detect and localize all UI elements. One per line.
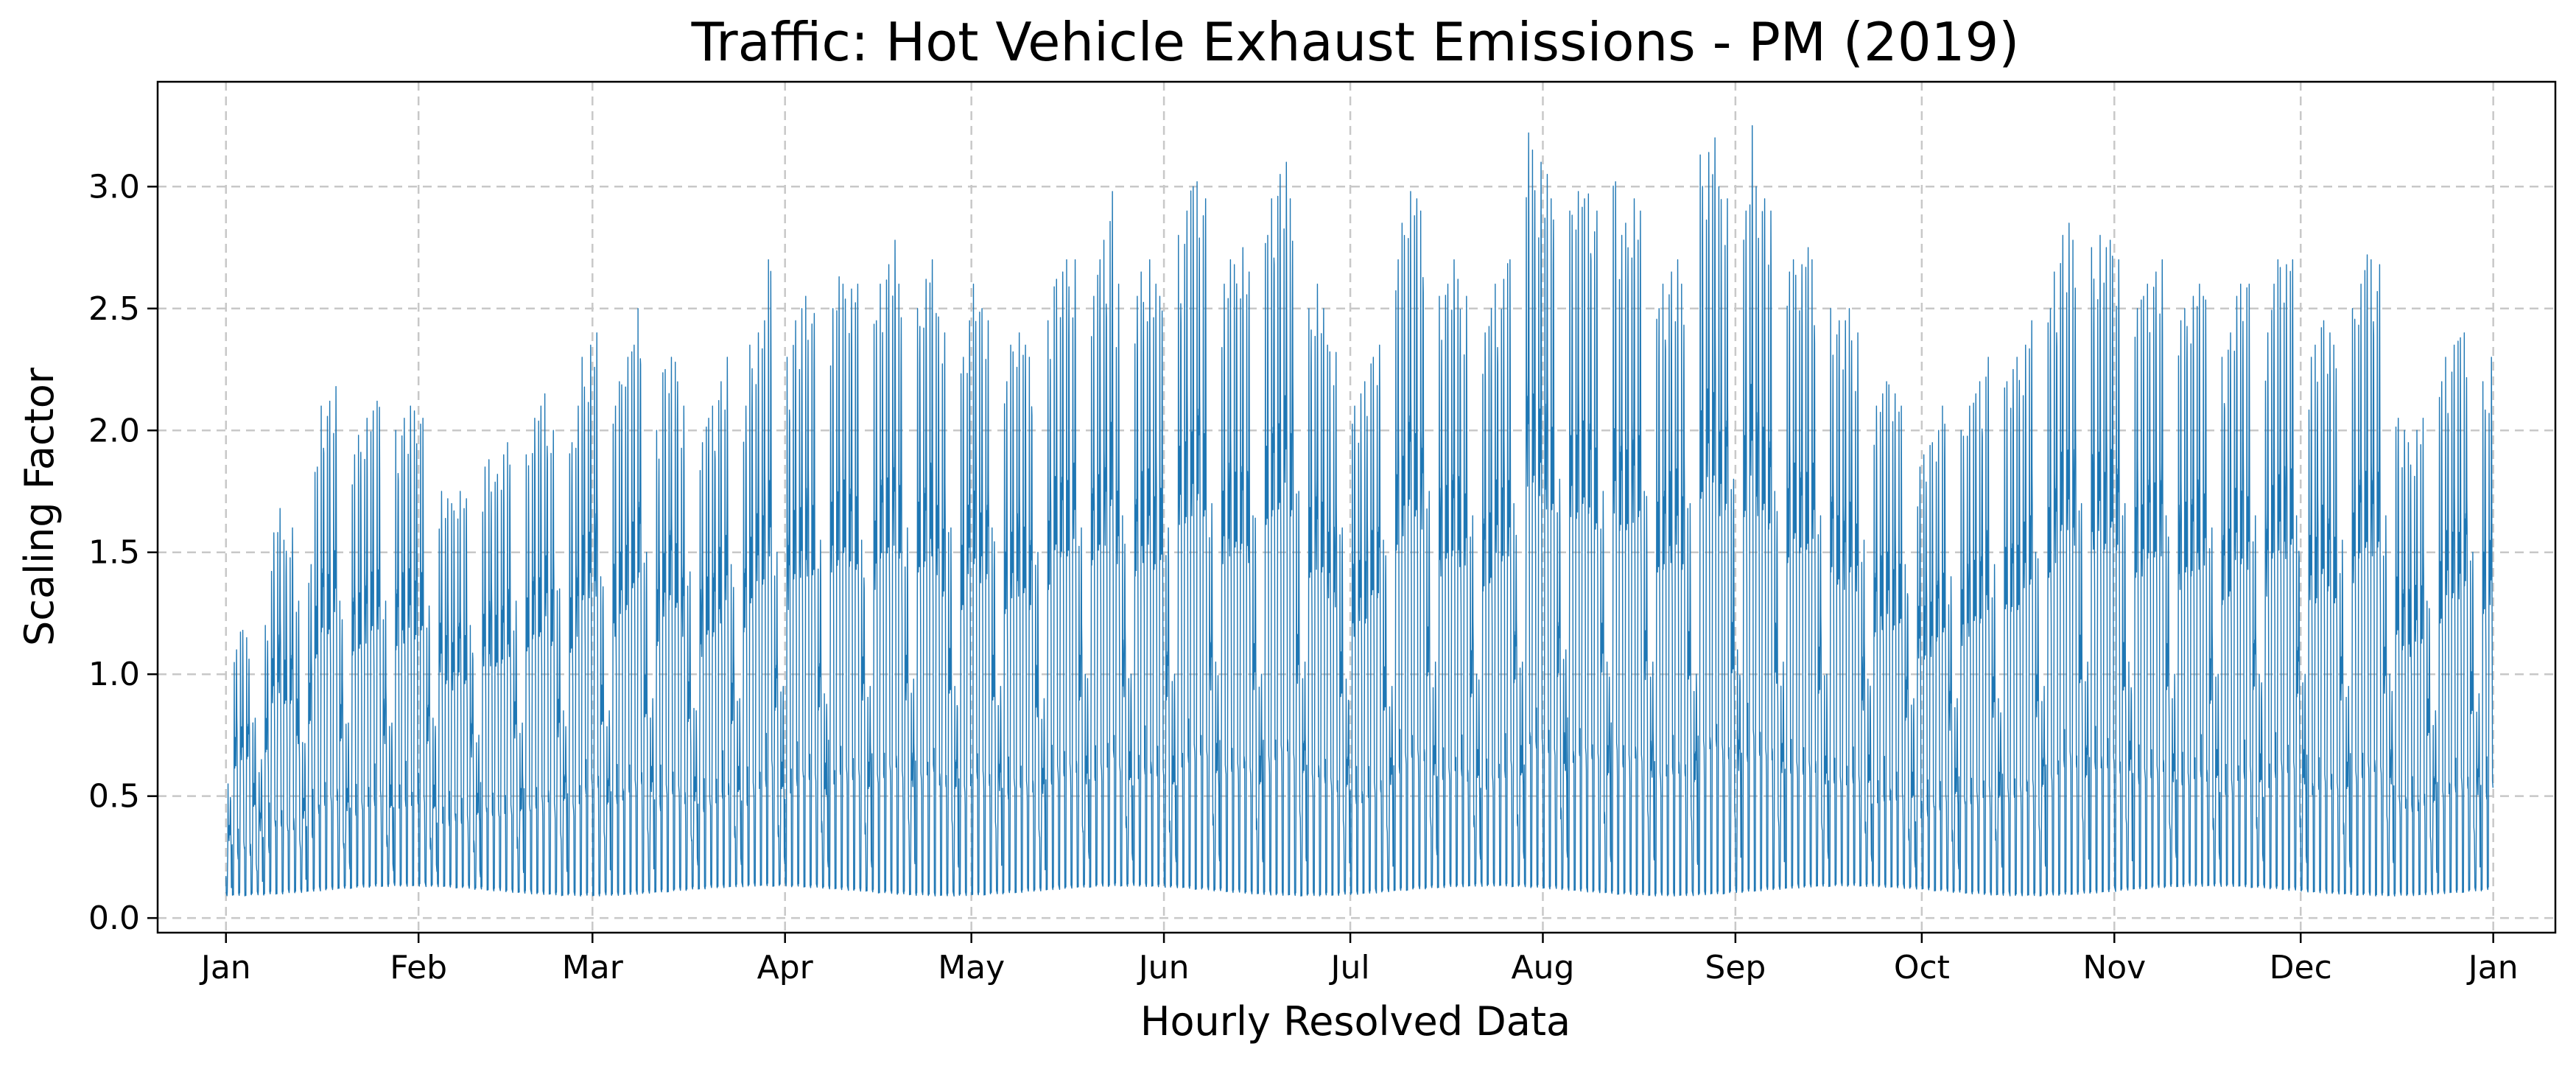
y-tick-label: 3.0 (88, 168, 140, 206)
y-tick-label: 0.0 (88, 900, 140, 937)
x-tick-label: Jul (1329, 949, 1370, 986)
x-tick-label: May (938, 949, 1005, 986)
plot-frame (156, 80, 2557, 934)
x-tick-label: Jan (199, 949, 251, 986)
y-tick-label: 2.5 (88, 290, 140, 328)
x-tick-label: Nov (2082, 949, 2146, 986)
series-scaling-factor (225, 125, 2494, 897)
x-tick-label: Apr (757, 949, 814, 986)
y-axis: 0.0 0.5 1.0 1.5 2.0 2.5 3.0 (88, 168, 158, 937)
chart-title: Traffic: Hot Vehicle Exhaust Emissions -… (691, 11, 2020, 73)
y-tick-label: 1.5 (88, 534, 140, 572)
y-tick-label: 0.5 (88, 778, 140, 816)
x-tick-label: Jan (2466, 949, 2519, 986)
x-tick-label: Dec (2270, 949, 2332, 986)
x-tick-label: Feb (390, 949, 447, 986)
y-tick-label: 1.0 (88, 656, 140, 693)
x-axis-title: Hourly Resolved Data (1140, 998, 1570, 1045)
x-tick-label: Sep (1705, 949, 1766, 986)
y-axis-title: Scaling Factor (16, 367, 63, 646)
series-line (225, 125, 2494, 897)
x-tick-label: Aug (1512, 949, 1575, 986)
x-tick-label: Mar (562, 949, 624, 986)
x-tick-label: Oct (1894, 949, 1950, 986)
x-axis: Jan Feb Mar Apr May Jun Jul Aug Sep Oct Nov Dec Jan (199, 933, 2519, 986)
y-tick-label: 2.0 (88, 412, 140, 449)
x-tick-label: Jun (1137, 949, 1190, 986)
